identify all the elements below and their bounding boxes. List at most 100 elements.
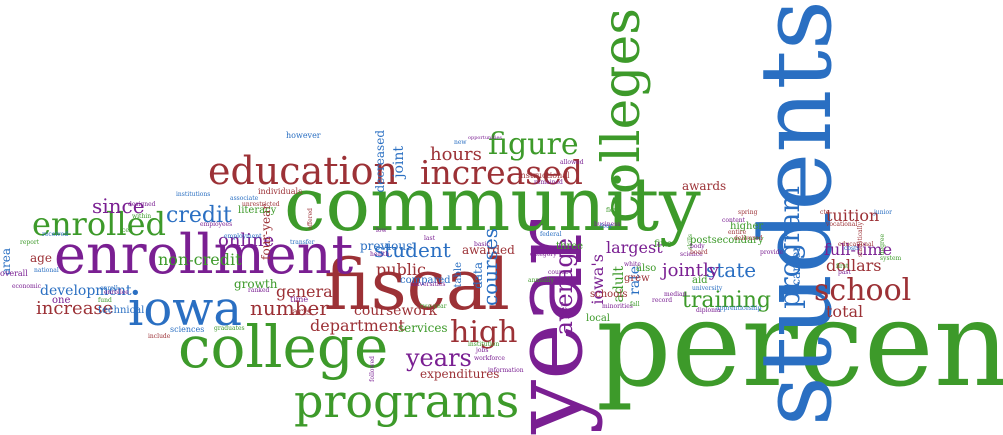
word-also: also <box>636 263 657 274</box>
word-joint: joint <box>391 146 407 178</box>
word-services: services <box>398 321 448 335</box>
word-per: per <box>559 302 570 320</box>
word-student: student <box>374 238 451 262</box>
word-full-time: full-time <box>824 240 893 259</box>
word-degree: degree <box>879 234 886 256</box>
word-designed: designed <box>128 201 156 208</box>
word-enrollee: enrollee <box>104 289 129 296</box>
word-jointly: jointly <box>662 260 719 281</box>
word-cte: cte <box>820 209 830 216</box>
word-previous: previous <box>360 239 413 253</box>
word-colleges: colleges <box>592 8 652 224</box>
word-awards: awards <box>682 179 727 193</box>
word-sciences: sciences <box>170 325 205 334</box>
word-tuition: tuition <box>826 206 880 225</box>
word-white: white <box>624 261 641 268</box>
word-fall: fall <box>630 301 640 308</box>
word-spring: spring <box>738 209 758 216</box>
word-content: content <box>722 217 746 224</box>
word-schools: schools <box>590 289 628 300</box>
word-offered: offered <box>307 208 314 230</box>
word-system: system <box>880 255 902 262</box>
word-followed: followed <box>369 356 376 382</box>
word-increase: increase <box>36 298 114 319</box>
word-economic: economic <box>12 283 41 290</box>
word-high: high <box>450 315 518 350</box>
word-arts: arts <box>292 307 312 318</box>
word-education: education <box>208 149 398 193</box>
word-first: first <box>836 263 849 270</box>
word-instructional: instructional <box>518 171 570 180</box>
word-aid: aid <box>692 275 708 286</box>
word-non-credit: non-credit <box>158 250 242 269</box>
word-minorities: minorities <box>602 303 633 310</box>
word-overall: overall <box>0 269 28 278</box>
word-postsecondary: postsecondary <box>690 235 764 246</box>
word-apprenticeship: apprenticeship <box>716 305 762 312</box>
word-remained: remained <box>534 179 563 186</box>
word-institution: institution <box>468 341 500 348</box>
word-junior: junior <box>874 209 892 216</box>
word-flex: flex <box>606 207 617 214</box>
word-technical: technical <box>98 305 145 316</box>
word-report: report <box>20 239 40 246</box>
word-figure: figure <box>488 127 579 162</box>
word-community: community <box>284 162 701 248</box>
word-percent: percent <box>596 275 1003 413</box>
word-dollars: dollars <box>826 256 882 275</box>
word-programs: programs <box>294 374 520 428</box>
word-one: one <box>52 295 71 306</box>
word-delivered: delivered <box>734 235 763 242</box>
word-vocational: vocational <box>826 221 858 228</box>
word-development: development <box>40 283 132 299</box>
word-record: record <box>652 297 673 304</box>
word-state: state <box>706 258 757 282</box>
word-include: include <box>148 333 171 340</box>
word-fiscal: fiscal <box>324 244 510 326</box>
word-four: four <box>600 223 613 230</box>
word-past: past <box>838 269 851 276</box>
word-iowa: iowa <box>128 281 242 337</box>
word-local: local <box>586 313 610 324</box>
word-decreased: decreased <box>373 130 387 193</box>
word-universities: universities <box>410 281 446 288</box>
word-five: five <box>654 239 673 250</box>
word-literacy: literacy <box>238 205 277 216</box>
word-new: new <box>454 139 467 146</box>
word-since: since <box>92 194 145 218</box>
word-credit: credit <box>166 203 232 228</box>
word-transfer: transfer <box>290 239 315 246</box>
word-board: board <box>690 249 708 256</box>
word-enroll: enroll <box>100 285 118 292</box>
word-median: median <box>664 291 687 298</box>
word-allowed: allowed <box>560 159 584 166</box>
word-public: public <box>376 260 426 279</box>
word-increased: increased <box>420 153 583 192</box>
word-health: health <box>370 251 390 258</box>
word-school: school <box>814 273 912 308</box>
word-graduates: graduates <box>214 325 245 332</box>
word-annually: annually <box>528 277 554 284</box>
word-career: career <box>789 246 803 286</box>
word-associate: associate <box>230 195 259 202</box>
word-information: information <box>488 367 524 374</box>
word-entire: entire <box>728 229 747 236</box>
word-coursework: coursework <box>354 303 438 319</box>
word-enrollment: enrollment <box>54 223 354 286</box>
word-cell: cell <box>122 227 133 234</box>
word-however: however <box>286 131 321 140</box>
word-diploma: diploma <box>696 307 721 314</box>
word-fund: fund <box>98 297 112 304</box>
word-low: low <box>376 227 387 234</box>
word-course: course <box>548 269 569 276</box>
word-total: total <box>826 302 864 321</box>
word-enrolled: enrolled <box>32 205 166 243</box>
word-jobs: jobs <box>476 347 489 354</box>
word-higher: higher <box>730 221 764 232</box>
word-general: general <box>276 282 338 301</box>
word-data: data <box>471 262 485 289</box>
word-employees: employees <box>200 221 233 228</box>
word-business: business <box>594 221 621 228</box>
word-costs: costs <box>844 245 860 252</box>
